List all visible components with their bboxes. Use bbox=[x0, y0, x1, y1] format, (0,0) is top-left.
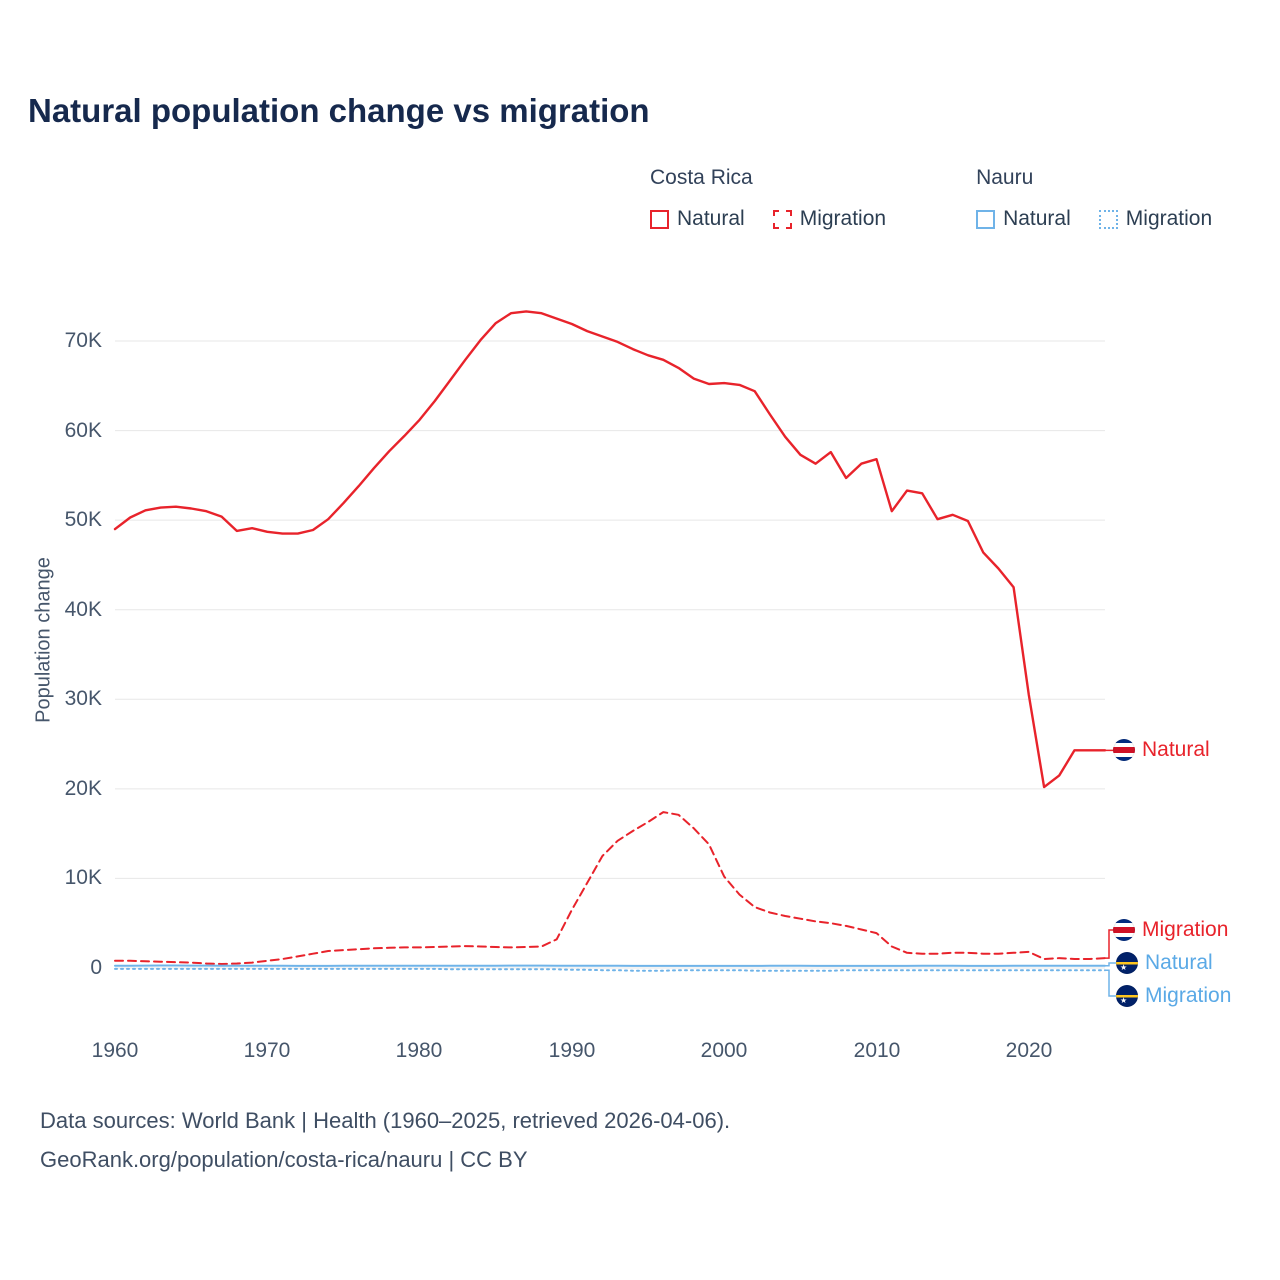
end-label-text: Natural bbox=[1142, 738, 1210, 761]
y-tick-label: 10K bbox=[64, 866, 102, 889]
y-tick-label: 0 bbox=[90, 956, 102, 979]
legend-item-label: Migration bbox=[1125, 207, 1213, 230]
dotted-line-swatch-icon bbox=[1098, 209, 1118, 229]
legend-item-nauru-migration[interactable]: Migration bbox=[1098, 207, 1213, 231]
legend-country-label: Nauru bbox=[976, 166, 1034, 189]
page-title: Natural population change vs migration bbox=[28, 92, 650, 129]
legend-item-label: Natural bbox=[1003, 207, 1071, 230]
chart-legend: Costa Rica Natural Migration Nauru Natur… bbox=[650, 166, 1212, 231]
x-tick-label: 1990 bbox=[548, 1039, 596, 1062]
y-tick-label: 70K bbox=[64, 329, 102, 352]
x-tick-label: 2000 bbox=[700, 1039, 748, 1062]
legend-item-label: Migration bbox=[799, 207, 887, 230]
y-tick-label: 50K bbox=[64, 508, 102, 531]
y-tick-label: 30K bbox=[64, 687, 102, 710]
series-end-label-nauru-migration: Migration bbox=[1116, 984, 1232, 1007]
costa-rica-flag-icon bbox=[1113, 919, 1135, 941]
x-tick-label: 1980 bbox=[395, 1039, 443, 1062]
y-tick-label: 60K bbox=[64, 419, 102, 442]
label-connector bbox=[1105, 969, 1116, 997]
series-line-costa-rica-natural bbox=[113, 310, 1107, 789]
attribution-text: GeoRank.org/population/costa-rica/nauru … bbox=[40, 1147, 528, 1172]
legend-item-label: Natural bbox=[677, 207, 745, 230]
series-line-nauru-migration bbox=[114, 967, 1106, 972]
y-tick-label: 20K bbox=[64, 777, 102, 800]
dashed-line-swatch-icon bbox=[772, 209, 792, 229]
series-line-costa-rica-migration bbox=[114, 811, 1106, 965]
solid-line-swatch-icon bbox=[976, 209, 996, 229]
x-tick-label: 1970 bbox=[243, 1039, 291, 1062]
series-end-label-costa-rica-migration: Migration bbox=[1113, 918, 1229, 941]
x-tick-label: 2020 bbox=[1005, 1039, 1053, 1062]
end-label-text: Migration bbox=[1142, 918, 1229, 941]
nauru-flag-icon bbox=[1116, 952, 1138, 974]
data-sources-text: Data sources: World Bank | Health (1960–… bbox=[40, 1108, 731, 1133]
legend-item-nauru-natural[interactable]: Natural bbox=[976, 207, 1071, 231]
end-label-text: Natural bbox=[1145, 951, 1213, 974]
legend-group-costa-rica: Costa Rica Natural Migration bbox=[650, 166, 886, 231]
legend-item-costa-rica-migration[interactable]: Migration bbox=[772, 207, 887, 231]
y-tick-label: 40K bbox=[64, 598, 102, 621]
series-end-label-nauru-natural: Natural bbox=[1116, 951, 1213, 974]
x-tick-label: 2010 bbox=[853, 1039, 901, 1062]
legend-item-costa-rica-natural[interactable]: Natural bbox=[650, 207, 745, 231]
x-tick-label: 1960 bbox=[91, 1039, 139, 1062]
label-connector bbox=[1105, 929, 1113, 959]
series-end-label-costa-rica-natural: Natural bbox=[1113, 738, 1210, 761]
nauru-flag-icon bbox=[1116, 985, 1138, 1007]
legend-group-nauru: Nauru Natural Migration bbox=[976, 166, 1212, 231]
label-connector bbox=[1105, 962, 1116, 967]
costa-rica-flag-icon bbox=[1113, 739, 1135, 761]
end-label-text: Migration bbox=[1145, 984, 1232, 1007]
solid-line-swatch-icon bbox=[650, 209, 669, 229]
legend-country-label: Costa Rica bbox=[650, 166, 753, 189]
